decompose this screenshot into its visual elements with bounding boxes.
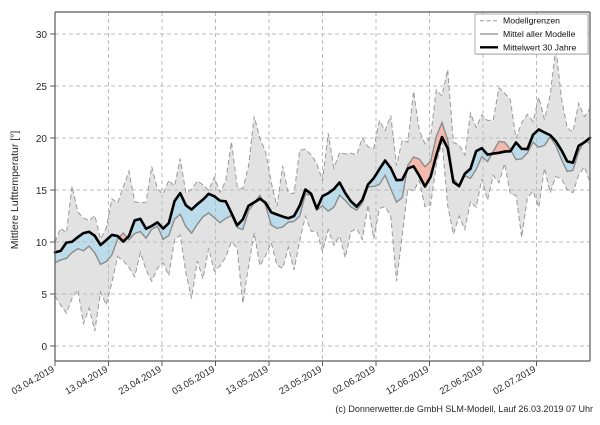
svg-text:(c) Donnerwetter.de GmbH SLM-M: (c) Donnerwetter.de GmbH SLM-Modell, Lau… <box>335 404 593 414</box>
svg-text:22.06.2019: 22.06.2019 <box>438 364 485 397</box>
svg-text:13.04.2019: 13.04.2019 <box>63 364 110 397</box>
svg-text:20: 20 <box>36 134 48 145</box>
svg-text:03.05.2019: 03.05.2019 <box>170 364 217 397</box>
svg-text:02.07.2019: 02.07.2019 <box>491 364 538 397</box>
svg-text:Modellgrenzen: Modellgrenzen <box>503 16 560 26</box>
svg-text:30: 30 <box>36 30 48 41</box>
svg-text:02.06.2019: 02.06.2019 <box>331 364 378 397</box>
svg-text:12.06.2019: 12.06.2019 <box>384 364 431 397</box>
svg-text:03.04.2019: 03.04.2019 <box>10 364 57 397</box>
svg-text:Mittelwert 30 Jahre: Mittelwert 30 Jahre <box>503 42 577 52</box>
svg-text:15: 15 <box>36 186 48 197</box>
svg-text:23.04.2019: 23.04.2019 <box>117 364 164 397</box>
svg-text:Mittel aller Modelle: Mittel aller Modelle <box>503 29 576 39</box>
svg-text:Mittlere Lufttemperatur [°]: Mittlere Lufttemperatur [°] <box>9 131 21 250</box>
svg-text:5: 5 <box>41 290 47 301</box>
svg-text:0: 0 <box>41 342 47 353</box>
svg-text:25: 25 <box>36 82 48 93</box>
svg-text:23.05.2019: 23.05.2019 <box>277 364 324 397</box>
svg-text:13.05.2019: 13.05.2019 <box>224 364 271 397</box>
svg-text:10: 10 <box>36 238 48 249</box>
